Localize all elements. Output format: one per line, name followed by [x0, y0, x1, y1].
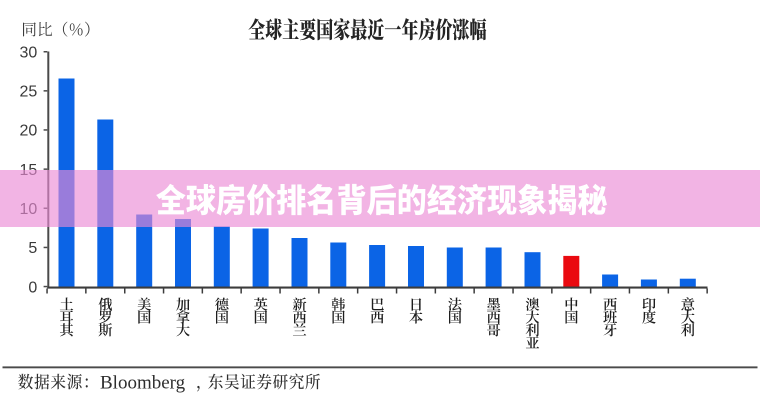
svg-text:Bloomberg: Bloomberg	[100, 373, 186, 394]
svg-text:0: 0	[28, 279, 37, 296]
svg-text:25: 25	[20, 84, 38, 101]
svg-text:20: 20	[20, 123, 38, 140]
svg-text:30: 30	[20, 45, 38, 62]
svg-text:5: 5	[28, 240, 37, 257]
